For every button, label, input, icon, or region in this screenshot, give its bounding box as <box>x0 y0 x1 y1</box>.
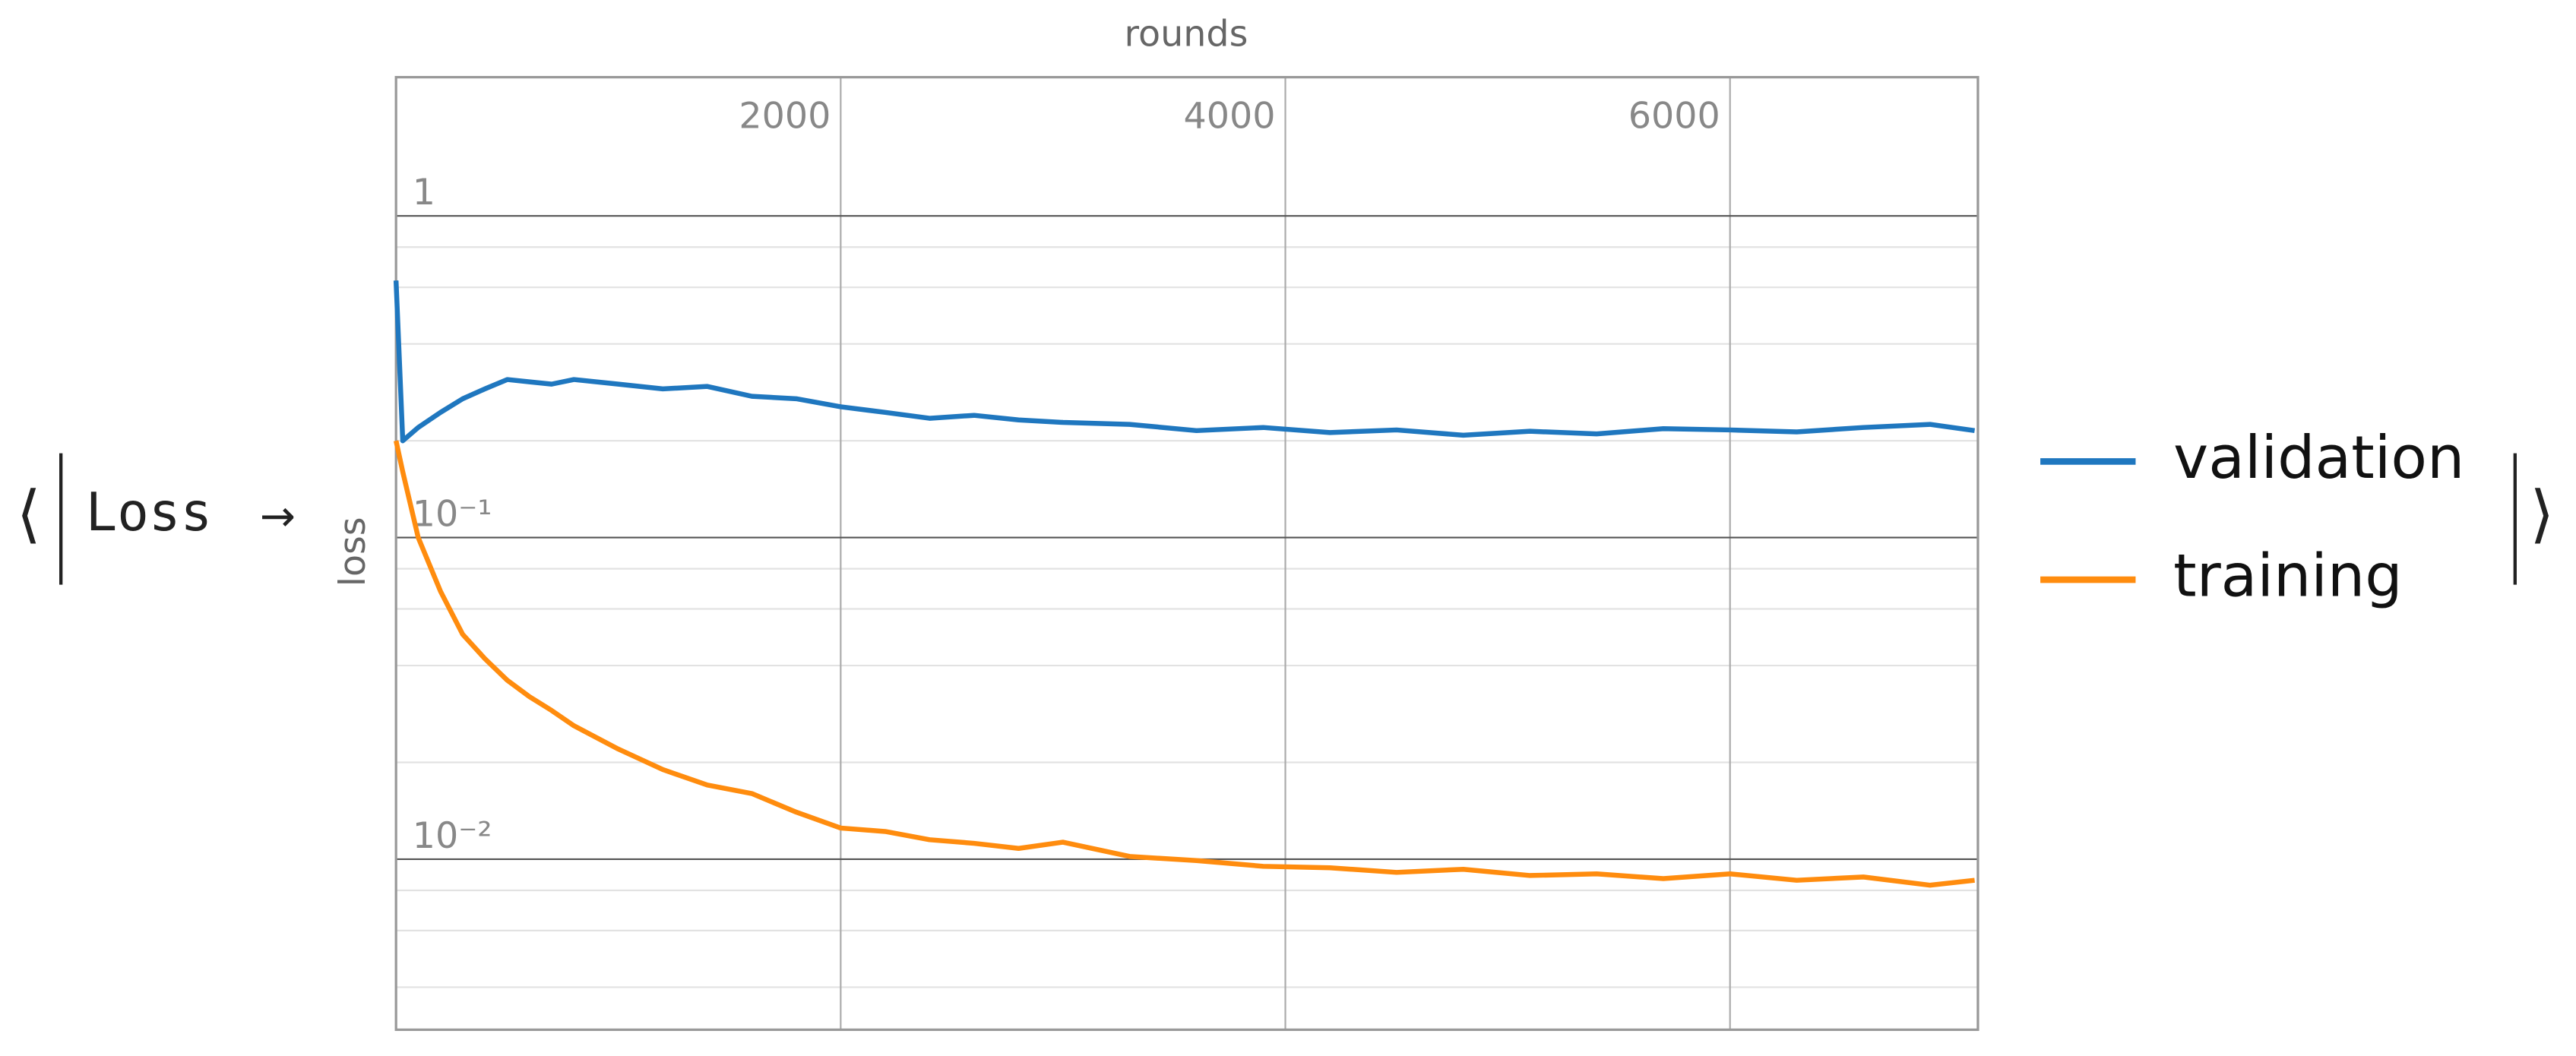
y-tick-label: 1 <box>413 172 435 213</box>
plot-frame <box>394 75 1979 1032</box>
x-axis-label: rounds <box>1125 14 1248 55</box>
x-tick-label: 6000 <box>1628 96 1720 138</box>
y-tick-label: 10⁻¹ <box>413 493 492 535</box>
series-line <box>393 280 1976 444</box>
legend-label: validation <box>2173 424 2464 492</box>
series-line <box>394 440 1975 888</box>
y-tick-label: 10⁻² <box>413 815 492 857</box>
x-tick-label: 2000 <box>739 96 831 138</box>
open-bracket: ⟨ <box>17 479 41 551</box>
y-axis-label: loss <box>332 517 374 586</box>
key: Loss <box>86 482 213 543</box>
legend-label: training <box>2173 542 2402 611</box>
arrow: → <box>260 492 296 542</box>
close-bracket: ⟩ <box>2530 479 2554 551</box>
x-tick-label: 4000 <box>1184 96 1276 138</box>
